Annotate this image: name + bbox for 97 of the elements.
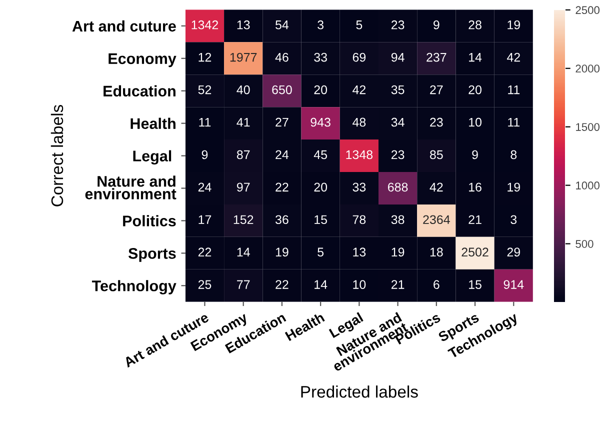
data-label: 943 xyxy=(310,118,330,127)
data-label: 914 xyxy=(504,280,524,289)
data-label: 6 xyxy=(434,280,440,289)
data-label: 21 xyxy=(468,215,482,224)
data-label: 1977 xyxy=(230,52,257,62)
data-label: 9 xyxy=(472,150,478,160)
data-label: 10 xyxy=(469,118,482,127)
data-label: 19 xyxy=(508,20,520,30)
data-label: 87 xyxy=(236,150,250,160)
y-tick-label: Technology xyxy=(92,280,176,294)
data-label: 33 xyxy=(352,182,366,192)
data-label: 9 xyxy=(202,150,208,160)
data-label: 23 xyxy=(430,118,443,127)
data-label: 20 xyxy=(314,85,328,94)
color-bar-label: 500 xyxy=(576,240,594,248)
data-label: 34 xyxy=(391,118,404,127)
data-label: 27 xyxy=(276,118,288,127)
data-label: 1342 xyxy=(192,20,218,30)
data-label: 237 xyxy=(426,52,446,62)
y-axis-title: Correct labels xyxy=(50,104,64,206)
data-label: 24 xyxy=(276,150,289,159)
y-tick-label: Nature and environment xyxy=(85,176,176,200)
data-label: 3 xyxy=(510,215,517,224)
data-label: 42 xyxy=(430,182,443,192)
y-tick-label: Sports xyxy=(128,248,176,262)
data-label: 45 xyxy=(314,150,328,160)
data-label: 16 xyxy=(469,182,482,192)
data-label: 85 xyxy=(430,150,443,160)
data-label: 22 xyxy=(276,182,288,192)
data-label: 688 xyxy=(388,182,408,192)
y-tick-label: Economy xyxy=(108,53,176,68)
data-label: 19 xyxy=(276,248,288,257)
data-label: 2502 xyxy=(462,248,488,257)
data-label: 48 xyxy=(352,118,366,127)
data-label: 19 xyxy=(392,248,404,257)
data-label: 77 xyxy=(237,280,250,289)
data-label: 29 xyxy=(507,248,520,257)
data-label: 11 xyxy=(199,118,211,127)
data-label: 10 xyxy=(353,280,366,289)
data-label: 14 xyxy=(237,248,250,256)
data-label: 2364 xyxy=(423,215,450,224)
color-bar-label: 2500 xyxy=(576,6,600,14)
y-tick-label: Education xyxy=(104,85,176,97)
data-label: 35 xyxy=(391,85,404,94)
data-label: 23 xyxy=(391,20,404,30)
data-label: 5 xyxy=(356,20,362,30)
data-label: 23 xyxy=(391,150,404,160)
data-label: 18 xyxy=(430,248,443,257)
y-tick-label: Politics xyxy=(123,215,176,226)
color-bar-label: 1000 xyxy=(576,182,600,190)
y-tick-label: Art and cuture xyxy=(72,20,176,32)
data-label: 11 xyxy=(508,85,520,94)
data-label: 13 xyxy=(353,248,366,257)
color-bar-label: 2000 xyxy=(576,64,600,73)
data-label: 69 xyxy=(352,52,366,62)
data-label: 3 xyxy=(318,20,324,30)
data-label: 36 xyxy=(275,215,288,224)
data-label: 40 xyxy=(236,85,250,94)
color-bar-label: 1500 xyxy=(576,123,600,131)
data-label: 22 xyxy=(198,248,212,256)
data-label: 38 xyxy=(391,215,404,224)
data-label: 33 xyxy=(314,52,327,62)
data-label: 25 xyxy=(198,280,212,289)
data-label: 94 xyxy=(391,52,404,62)
x-axis-title: Predicted labels xyxy=(301,385,418,398)
data-label: 14 xyxy=(314,280,328,289)
data-label: 13 xyxy=(237,20,250,30)
data-label: 24 xyxy=(198,182,212,192)
data-label: 1348 xyxy=(346,150,373,160)
data-label: 97 xyxy=(236,182,250,192)
data-label: 5 xyxy=(318,248,324,257)
data-label: 42 xyxy=(352,85,366,94)
data-label: 650 xyxy=(272,85,292,94)
data-label: 12 xyxy=(198,52,212,62)
data-label: 14 xyxy=(469,53,482,62)
data-label: 28 xyxy=(468,20,482,30)
data-label: 17 xyxy=(198,215,212,224)
data-label: 42 xyxy=(506,52,520,62)
data-label: 27 xyxy=(430,85,443,94)
data-label: 8 xyxy=(510,150,517,160)
data-label: 15 xyxy=(469,280,482,289)
y-tick-label: Health xyxy=(130,118,176,129)
data-label: 20 xyxy=(314,182,328,192)
data-label: 21 xyxy=(391,280,404,289)
data-label: 19 xyxy=(508,182,520,192)
data-label: 20 xyxy=(468,85,482,94)
data-label: 41 xyxy=(236,118,250,127)
data-label: 9 xyxy=(434,20,440,30)
data-label: 15 xyxy=(314,215,328,224)
data-label: 11 xyxy=(508,118,520,127)
data-label: 152 xyxy=(234,215,254,224)
data-label: 46 xyxy=(275,52,288,62)
y-tick-label: Legal xyxy=(133,150,172,165)
data-label: 22 xyxy=(276,280,288,289)
data-label: 54 xyxy=(276,20,289,30)
data-label: 78 xyxy=(352,215,366,224)
data-label: 52 xyxy=(198,85,212,94)
